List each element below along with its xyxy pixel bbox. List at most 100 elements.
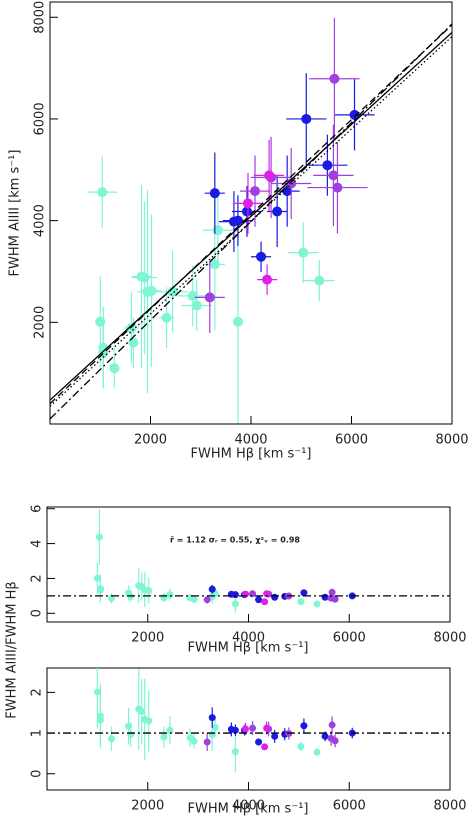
fit-line [50,23,452,420]
data-point [208,714,216,722]
data-point [231,726,239,734]
data-point [264,170,275,181]
data-point [328,721,336,729]
data-point [190,595,198,603]
data-point [203,596,211,604]
x-tick-label: 4000 [232,631,265,646]
y-tick-label: 2000 [33,306,48,339]
data-point [331,595,339,603]
data-point [191,300,202,311]
y-tick-label: 6000 [33,102,48,135]
data-point [166,591,174,599]
data-point [271,732,279,740]
data-point [261,598,269,606]
data-point [145,717,153,725]
x-axis-label: FWHM Hβ [km s⁻¹] [188,802,309,817]
data-point [138,708,146,716]
data-point [300,722,308,730]
data-point [332,182,343,193]
x-tick-label: 2000 [131,631,164,646]
data-point [255,596,263,604]
data-point [250,186,261,197]
data-point [93,574,101,582]
data-point [187,290,198,301]
fit-line [50,36,452,407]
data-point [211,723,219,731]
data-point [231,600,239,608]
fit-line [50,24,452,405]
data-point [107,594,115,602]
data-point [272,206,283,217]
data-point [166,726,174,734]
data-point [190,737,198,745]
data-point [262,274,273,285]
data-point [127,731,135,739]
data-point [128,337,139,348]
y-tick-label: 4000 [33,204,48,237]
data-point [107,735,115,743]
y-tick-label: 0 [30,770,45,778]
y-axis-label: FWHM AlIII/FWHM Hβ [5,581,20,718]
data-point [145,587,153,595]
data-point [241,590,249,598]
data-point [204,292,215,303]
data-point [313,748,321,756]
data-point [256,251,267,262]
plot-frame [46,506,451,623]
data-point [328,170,339,181]
data-point [146,285,157,296]
x-tick-label: 2000 [134,433,167,448]
x-tick-label: 4000 [234,433,267,448]
y-tick-label: 6 [30,505,45,513]
data-point [349,109,360,120]
data-point [297,598,305,606]
data-point [261,743,269,751]
data-point [255,738,263,746]
data-point [328,588,336,596]
x-axis-label: FWHM Hβ [km s⁻¹] [191,447,312,462]
x-tick-label: 6000 [335,433,368,448]
data-point [109,363,120,374]
fit-line [50,32,452,401]
data-point [263,590,271,598]
data-point [301,113,312,124]
x-tick-label: 8000 [435,433,468,448]
data-point [127,593,135,601]
data-point [298,247,309,258]
data-point [329,73,340,84]
data-point [322,160,333,171]
data-point [241,725,249,733]
data-point [209,188,220,199]
data-point [97,187,108,198]
annotation: r̄ = 1.12 σᵣ = 0.55, χ²ᵥ = 0.98 [170,536,300,545]
data-point [161,312,172,323]
data-point [331,737,339,745]
data-point [300,589,308,597]
x-tick-label: 6000 [333,631,366,646]
data-point [232,215,243,226]
data-point [167,286,178,297]
data-point [313,600,321,608]
x-axis-label: FWHM Hβ [km s⁻¹] [188,641,309,656]
x-tick-label: 8000 [433,631,466,646]
x-tick-label: 2000 [131,799,164,814]
plot-area [47,509,450,613]
data-point [263,724,271,732]
data-point [93,688,101,696]
x-tick-label: 6000 [333,799,366,814]
data-point [249,724,257,732]
data-point [321,593,329,601]
data-point [203,738,211,746]
data-point [160,733,168,741]
data-point [96,586,104,594]
plot-area [50,17,452,424]
y-tick-label: 8000 [33,1,48,34]
data-point [314,275,325,286]
y-tick-label: 2 [30,574,45,582]
data-point [95,533,103,541]
data-point [297,742,305,750]
data-point [231,748,239,756]
data-point [232,316,243,327]
